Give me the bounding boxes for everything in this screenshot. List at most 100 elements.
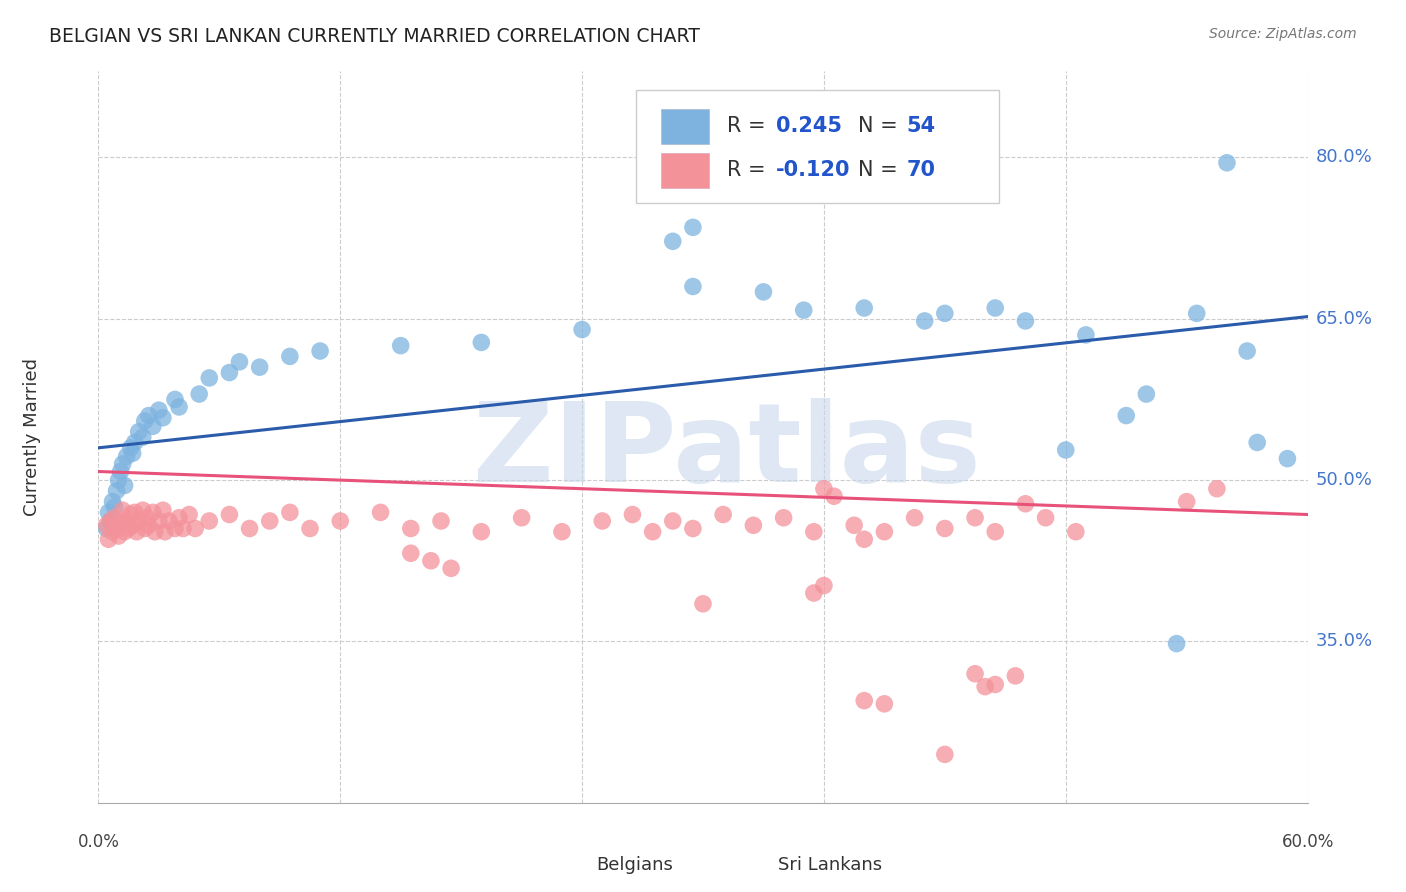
Point — [125, 524, 148, 539]
Point — [470, 524, 492, 539]
Point — [853, 301, 876, 315]
Point — [111, 457, 134, 471]
Point — [163, 521, 186, 535]
Point — [470, 335, 492, 350]
Point — [278, 350, 301, 364]
Point — [118, 521, 141, 535]
Point — [711, 508, 734, 522]
Point — [682, 279, 704, 293]
Text: 80.0%: 80.0% — [1316, 148, 1372, 167]
Point — [399, 546, 422, 560]
Point — [370, 505, 392, 519]
Point — [148, 403, 170, 417]
Point — [1246, 435, 1268, 450]
Point — [752, 285, 775, 299]
Point — [100, 514, 122, 528]
Point — [1035, 510, 1057, 524]
Text: N =: N = — [858, 116, 904, 136]
Point — [591, 514, 613, 528]
Point — [101, 524, 124, 539]
Point — [103, 510, 125, 524]
Text: N =: N = — [858, 160, 904, 180]
Point — [142, 505, 165, 519]
Point — [853, 693, 876, 707]
Point — [914, 314, 936, 328]
Point — [278, 505, 301, 519]
Point — [692, 597, 714, 611]
Point — [218, 366, 240, 380]
Point — [1206, 482, 1229, 496]
Point — [228, 355, 250, 369]
Point — [1054, 442, 1077, 457]
Point — [120, 441, 142, 455]
Point — [115, 450, 138, 464]
Point — [142, 419, 165, 434]
FancyBboxPatch shape — [546, 851, 582, 879]
FancyBboxPatch shape — [637, 90, 1000, 203]
Point — [772, 510, 794, 524]
Point — [803, 524, 825, 539]
Text: 50.0%: 50.0% — [1316, 471, 1372, 489]
Point — [135, 510, 157, 524]
Point — [124, 435, 146, 450]
Point — [184, 521, 207, 535]
Point — [742, 518, 765, 533]
Point — [389, 338, 412, 352]
Point — [97, 533, 120, 547]
Point — [682, 220, 704, 235]
Point — [571, 322, 593, 336]
Point — [134, 521, 156, 535]
Point — [1277, 451, 1299, 466]
Text: 70: 70 — [905, 160, 935, 180]
Point — [853, 533, 876, 547]
FancyBboxPatch shape — [661, 153, 709, 187]
Point — [823, 489, 845, 503]
Point — [172, 521, 194, 535]
Point — [904, 510, 927, 524]
Text: Belgians: Belgians — [596, 856, 673, 874]
Point — [813, 578, 835, 592]
Point — [1175, 494, 1198, 508]
Point — [430, 514, 453, 528]
Text: ZIPatlas: ZIPatlas — [474, 398, 981, 505]
Point — [1004, 669, 1026, 683]
Point — [1014, 497, 1036, 511]
Text: Source: ZipAtlas.com: Source: ZipAtlas.com — [1209, 27, 1357, 41]
FancyBboxPatch shape — [661, 109, 709, 144]
Text: 0.245: 0.245 — [776, 116, 842, 136]
Text: 60.0%: 60.0% — [1281, 833, 1334, 851]
Point — [167, 510, 190, 524]
Point — [101, 494, 124, 508]
Point — [110, 516, 132, 530]
Point — [128, 514, 150, 528]
Point — [873, 524, 896, 539]
Point — [259, 514, 281, 528]
Point — [163, 392, 186, 407]
Point — [100, 514, 122, 528]
Point — [239, 521, 262, 535]
Point — [1135, 387, 1157, 401]
Point — [1064, 524, 1087, 539]
Point — [420, 554, 443, 568]
Text: 65.0%: 65.0% — [1316, 310, 1372, 327]
Point — [97, 505, 120, 519]
Text: Currently Married: Currently Married — [22, 358, 41, 516]
Point — [111, 503, 134, 517]
Point — [1236, 344, 1258, 359]
Point — [132, 503, 155, 517]
Point — [121, 446, 143, 460]
Point — [157, 514, 180, 528]
Point — [803, 586, 825, 600]
Point — [813, 482, 835, 496]
Point — [153, 524, 176, 539]
Point — [167, 400, 190, 414]
Point — [198, 371, 221, 385]
Point — [934, 306, 956, 320]
Point — [1166, 637, 1188, 651]
Point — [132, 430, 155, 444]
Point — [510, 510, 533, 524]
Text: R =: R = — [727, 116, 772, 136]
Point — [1014, 314, 1036, 328]
Point — [114, 478, 136, 492]
Point — [934, 521, 956, 535]
